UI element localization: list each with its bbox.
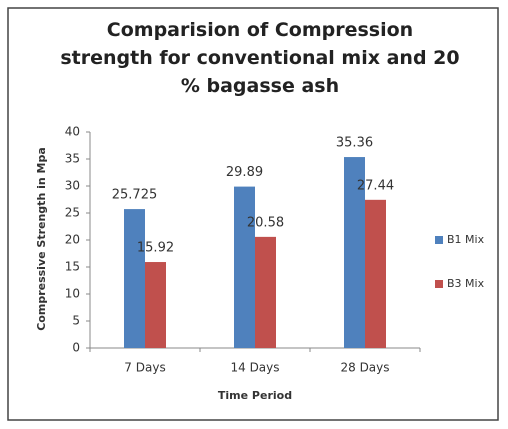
y-tick-label: 15 — [65, 260, 80, 274]
bar — [344, 157, 365, 348]
value-label: 35.36 — [336, 136, 373, 151]
y-tick-label: 25 — [65, 206, 80, 220]
y-tick-label: 0 — [72, 341, 80, 355]
value-label: 25.725 — [112, 188, 158, 203]
legend-swatch — [435, 236, 443, 244]
chart-title: Comparision of Compression strength for … — [60, 19, 460, 97]
legend-swatch — [435, 280, 443, 288]
y-tick-label: 40 — [65, 125, 80, 139]
x-axis-label: Time Period — [218, 389, 292, 402]
value-label: 15.92 — [137, 241, 174, 256]
bar — [124, 209, 145, 348]
bar — [145, 262, 166, 348]
value-label: 20.58 — [247, 215, 284, 230]
x-tick-label: 7 Days — [124, 361, 165, 375]
y-tick-label: 35 — [65, 152, 80, 166]
x-tick-label: 14 Days — [230, 361, 279, 375]
y-tick-label: 20 — [65, 233, 80, 247]
x-tick-label: 28 Days — [340, 361, 389, 375]
bar — [255, 236, 276, 348]
bar — [365, 199, 386, 348]
legend-label: B3 Mix — [447, 277, 485, 290]
value-label: 29.89 — [226, 165, 263, 180]
legend-label: B1 Mix — [447, 233, 485, 246]
y-tick-label: 30 — [65, 179, 80, 193]
y-tick-label: 5 — [72, 314, 80, 328]
y-tick-label: 10 — [65, 287, 80, 301]
bar — [234, 186, 255, 348]
value-label: 27.44 — [357, 178, 394, 193]
y-axis-label: Compressive Strength in Mpa — [35, 147, 48, 331]
